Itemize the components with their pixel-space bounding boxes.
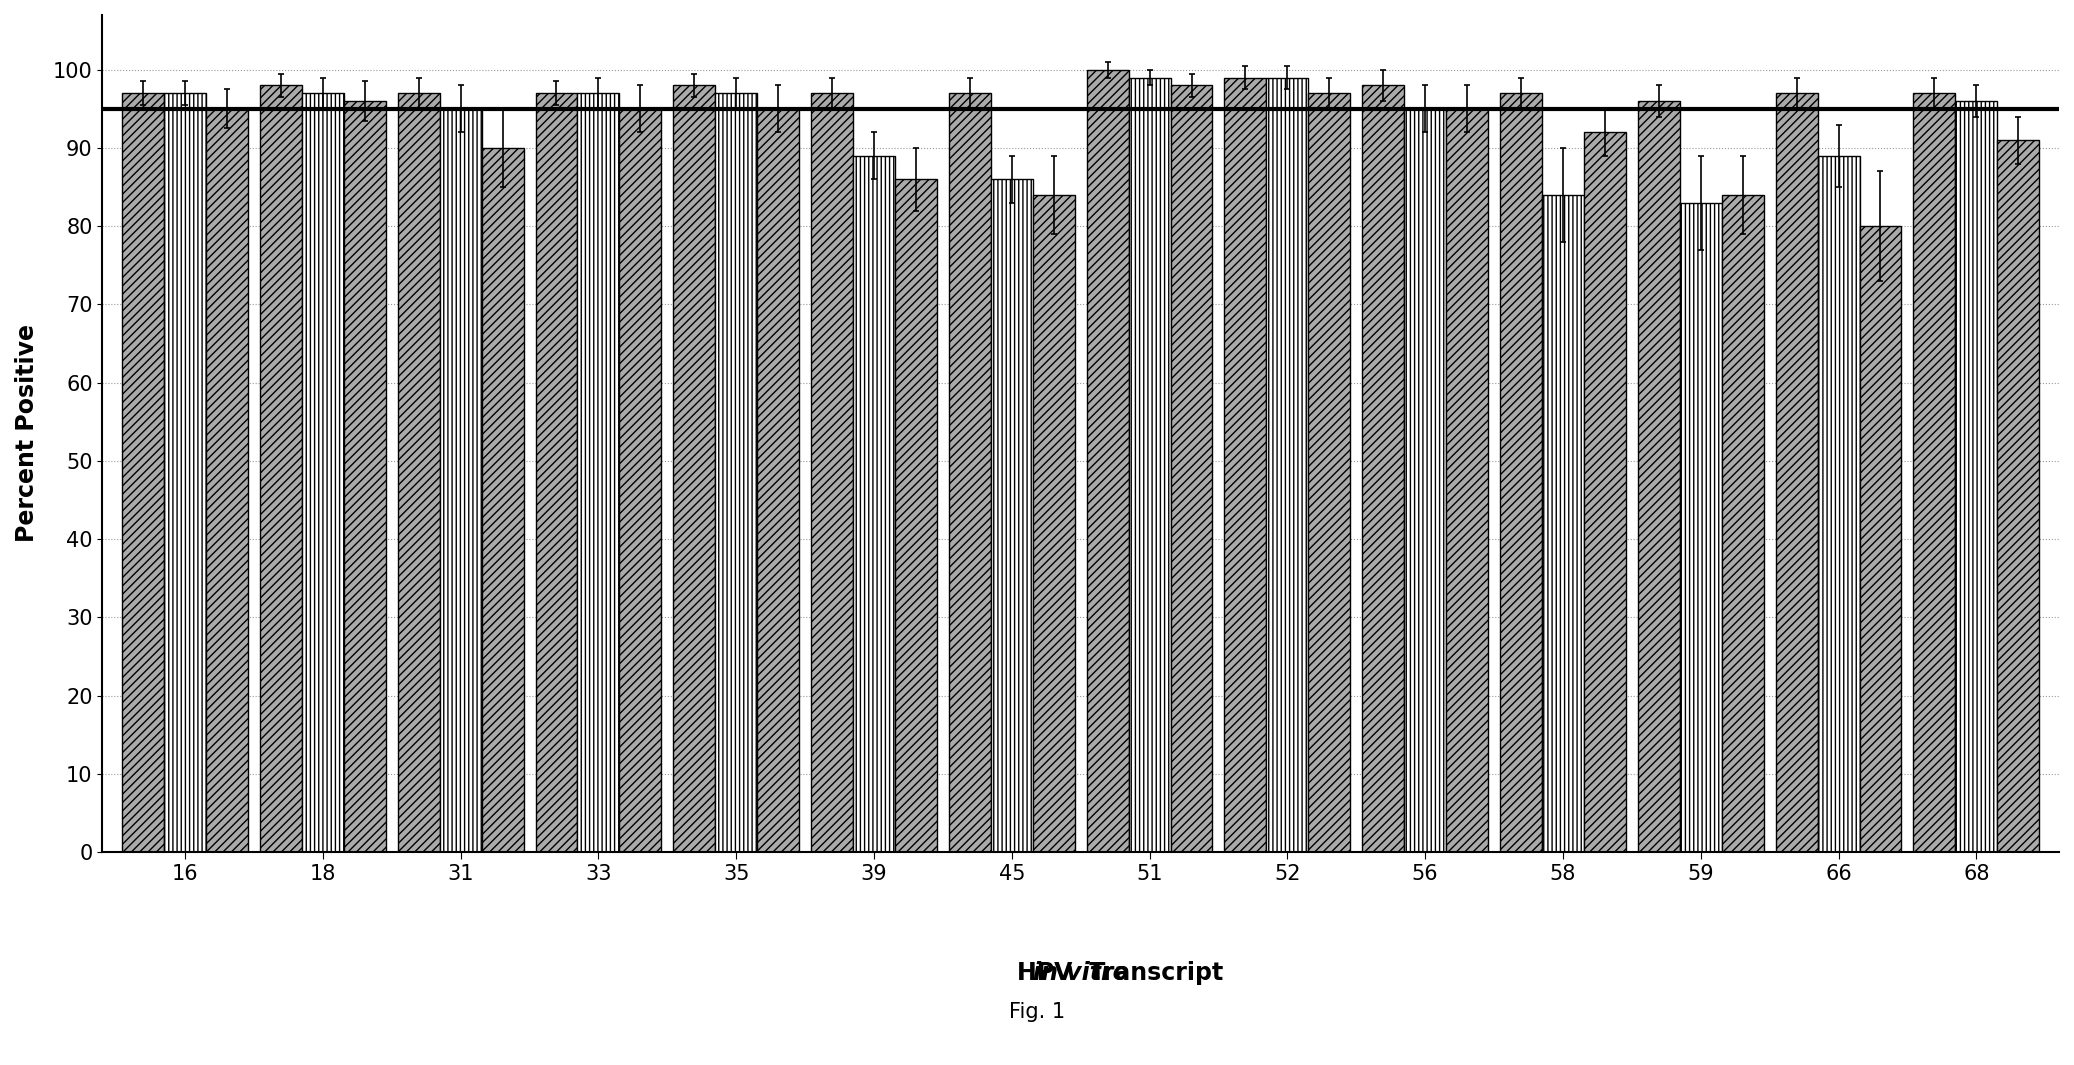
- Bar: [1404, 109, 1446, 852]
- Y-axis label: Percent Positive: Percent Positive: [15, 325, 39, 542]
- Bar: [950, 94, 991, 852]
- Text: Transcript: Transcript: [1081, 961, 1224, 985]
- Bar: [1638, 101, 1680, 852]
- Bar: [811, 94, 852, 852]
- Bar: [303, 94, 344, 852]
- Bar: [1128, 78, 1170, 852]
- Bar: [535, 94, 577, 852]
- Text: Fig. 1: Fig. 1: [1008, 1002, 1066, 1021]
- Bar: [440, 109, 481, 852]
- Bar: [1997, 141, 2039, 852]
- Bar: [620, 109, 662, 852]
- Bar: [1914, 94, 1956, 852]
- Bar: [205, 109, 249, 852]
- Bar: [1680, 202, 1721, 852]
- Bar: [1956, 101, 1997, 852]
- Bar: [1585, 132, 1626, 852]
- Bar: [1775, 94, 1817, 852]
- Bar: [398, 94, 440, 852]
- Bar: [1446, 109, 1487, 852]
- Bar: [896, 179, 937, 852]
- Bar: [1860, 226, 1902, 852]
- Bar: [757, 109, 798, 852]
- Bar: [577, 94, 620, 852]
- Bar: [1170, 85, 1213, 852]
- Bar: [481, 148, 523, 852]
- Bar: [1224, 78, 1267, 852]
- Bar: [674, 85, 716, 852]
- Bar: [1087, 69, 1128, 852]
- Bar: [852, 155, 896, 852]
- Bar: [259, 85, 303, 852]
- Text: in vitro: in vitro: [1033, 961, 1128, 985]
- Bar: [1033, 195, 1074, 852]
- Bar: [1309, 94, 1350, 852]
- Bar: [1817, 155, 1860, 852]
- Bar: [1267, 78, 1309, 852]
- Text: HPV: HPV: [1016, 961, 1081, 985]
- Bar: [122, 94, 164, 852]
- Bar: [1363, 85, 1404, 852]
- Bar: [716, 94, 757, 852]
- Bar: [1500, 94, 1541, 852]
- Bar: [164, 94, 205, 852]
- Bar: [1721, 195, 1763, 852]
- Bar: [1541, 195, 1585, 852]
- Bar: [991, 179, 1033, 852]
- Bar: [344, 101, 386, 852]
